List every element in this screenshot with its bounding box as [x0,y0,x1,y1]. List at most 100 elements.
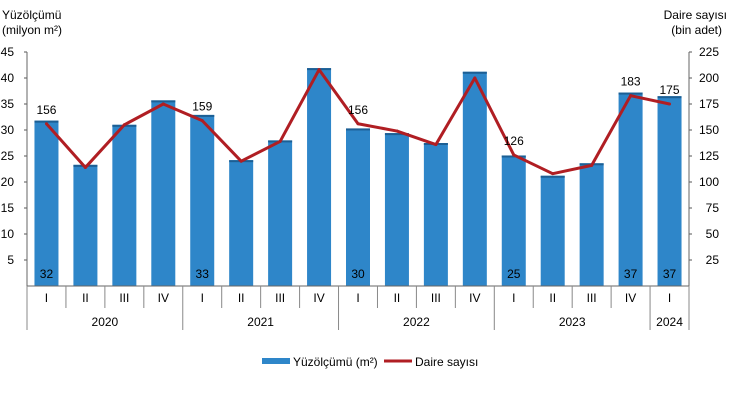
dwellings-point [473,76,477,80]
legend: Yüzölçümü (m²) Daire sayısı [262,355,478,369]
bar [229,160,254,286]
right-axis-title-line1: Daire sayısı [664,8,727,22]
quarter-label: I [45,291,48,305]
bar [384,133,409,286]
bar-top [384,133,409,136]
bar-top [346,128,370,131]
quarter-label: III [275,291,285,305]
year-label: 2020 [92,315,119,329]
left-axis-title-line1: Yüzölçümü [2,8,61,22]
bar [657,96,682,286]
bar [501,155,526,286]
legend-swatch-area [262,358,290,364]
year-label: 2024 [656,315,683,329]
y-left-tick-label: 30 [1,123,15,137]
y-right-tick-label: 200 [699,71,719,85]
bar [346,128,370,286]
legend-label-dwellings: Daire sayısı [415,355,478,369]
quarter-label: IV [469,291,480,305]
dwellings-point [434,143,438,147]
quarter-label: IV [313,291,324,305]
quarter-label: III [119,291,129,305]
dwellings-value-label: 156 [348,103,368,117]
bar [579,163,604,286]
bar-value-label: 30 [351,267,365,281]
quarter-label: IV [158,291,169,305]
right-axis-title-line2: (bin adet) [671,23,722,37]
dwellings-value-label: 159 [192,100,212,114]
quarter-label: III [587,291,597,305]
y-left-tick-label: 15 [1,201,15,215]
y-left-tick-label: 10 [1,227,15,241]
dwellings-value-label: 126 [504,134,524,148]
y-left-tick-label: 40 [1,71,15,85]
dwellings-point [83,165,87,169]
year-label: 2022 [403,315,430,329]
bar [540,175,565,286]
quarter-label: III [431,291,441,305]
dwellings-point [317,68,321,72]
bar [268,140,293,286]
dwellings-point [356,122,360,126]
bar [151,100,176,286]
bar-value-label: 32 [40,267,54,281]
y-left-tick-label: 45 [1,45,15,59]
left-axis-title-line2: (milyon m²) [2,23,62,37]
dwellings-point [239,159,243,163]
dwellings-point [122,123,126,127]
bar-value-label: 37 [624,267,638,281]
dwellings-point [395,129,399,133]
bar [618,92,643,286]
dwellings-point [629,94,633,98]
quarter-label: II [82,291,89,305]
quarter-label: II [549,291,556,305]
y-left-tick-label: 20 [1,175,15,189]
dwellings-point [668,102,672,106]
dwellings-point [44,122,48,126]
dwellings-point [590,163,594,167]
y-left-tick-label: 25 [1,149,15,163]
quarter-label: II [394,291,401,305]
bar-top [657,96,682,99]
year-label: 2021 [247,315,274,329]
bar [34,120,59,286]
bar [112,124,137,286]
y-right-tick-label: 150 [699,123,719,137]
bar-top [190,114,215,117]
bar-value-label: 37 [663,267,677,281]
y-left-tick-label: 5 [7,253,14,267]
legend-label-area: Yüzölçümü (m²) [293,355,378,369]
y-left-tick-label: 35 [1,97,15,111]
dwellings-point [512,153,516,157]
quarter-label: IV [625,291,636,305]
y-right-tick-label: 25 [706,253,720,267]
bar-top [151,100,176,103]
quarter-label: I [512,291,515,305]
dwellings-point [551,172,555,176]
y-right-tick-label: 75 [706,201,720,215]
bar [462,71,487,286]
y-right-tick-label: 125 [699,149,719,163]
dwellings-value-label: 183 [621,75,641,89]
y-right-tick-label: 50 [706,227,720,241]
y-right-tick-label: 175 [699,97,719,111]
bar-top [34,120,59,123]
quarter-label: I [356,291,359,305]
y-right-tick-label: 225 [699,45,719,59]
dwellings-point [200,119,204,123]
bar-top [540,175,565,178]
y-right-tick-label: 100 [699,175,719,189]
quarter-label: I [201,291,204,305]
bar [307,68,332,287]
bar-top [618,92,643,95]
bar [73,164,98,286]
bar-top [462,71,487,74]
year-label: 2023 [559,315,586,329]
bar-value-label: 25 [507,267,521,281]
dwellings-point [161,102,165,106]
bar [423,143,448,286]
dwellings-point [278,139,282,143]
dwellings-value-label: 156 [36,103,56,117]
bar [190,114,215,286]
